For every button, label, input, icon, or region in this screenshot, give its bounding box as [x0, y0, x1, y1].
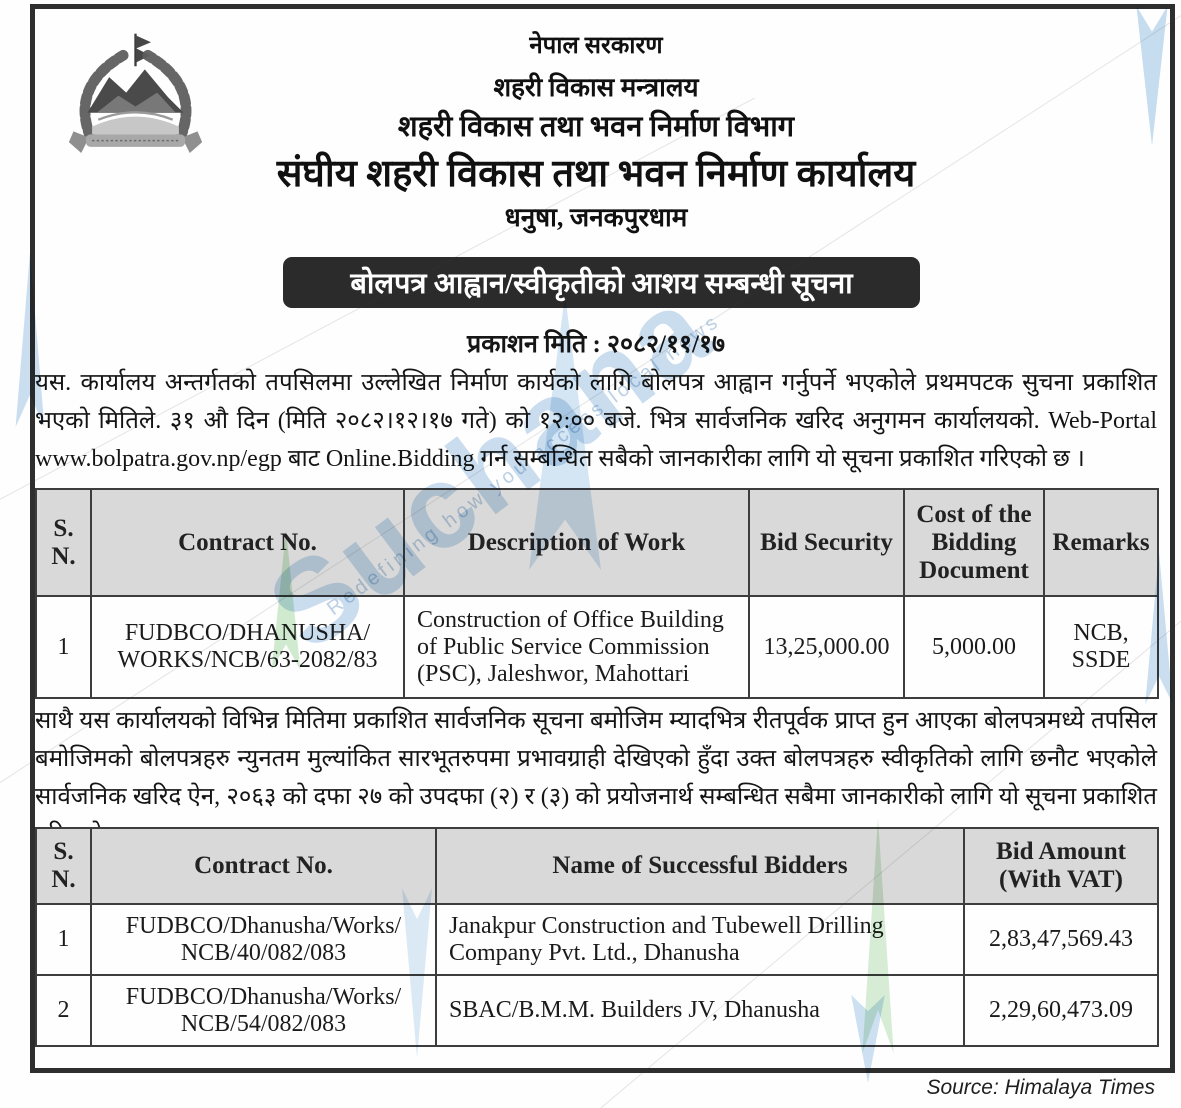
header-ministry: शहरी विकास मन्त्रालय: [493, 73, 699, 102]
col-sn: S. N.: [35, 488, 92, 597]
source-credit: Source: Himalaya Times: [926, 1076, 1155, 1099]
col-cost: Cost of the Bidding Document: [903, 488, 1045, 597]
cell-bid-security: 13,25,000.00: [748, 595, 905, 699]
cell-bid-amount: 2,83,47,569.43: [963, 903, 1159, 976]
notice-title: बोलपत्र आह्वान/स्वीकृतीको आशय सम्बन्धी स…: [350, 268, 853, 300]
col-bid-security: Bid Security: [748, 488, 905, 597]
document-border: [30, 4, 1175, 1073]
table-header-row: S. N. Contract No. Description of Work B…: [35, 488, 1159, 597]
cell-description: Construction of Office Building of Publi…: [403, 595, 750, 699]
successful-bidders-table: S. N. Contract No. Name of Successful Bi…: [35, 827, 1159, 1047]
notice-title-banner: बोलपत्र आह्वान/स्वीकृतीको आशय सम्बन्धी स…: [283, 257, 920, 308]
nepal-emblem-icon: [68, 33, 203, 154]
publication-date: प्रकाशन मिति : २०८२/११/१७: [467, 331, 725, 358]
cell-cost: 5,000.00: [903, 595, 1045, 699]
cell-bid-amount: 2,29,60,473.09: [963, 974, 1159, 1047]
cell-contract-no: FUDBCO/Dhanusha/Works/ NCB/40/082/083: [90, 903, 437, 976]
header-office: संघीय शहरी विकास तथा भवन निर्माण कार्याल…: [276, 153, 916, 195]
table-header-row: S. N. Contract No. Name of Successful Bi…: [35, 827, 1159, 905]
header-location: धनुषा, जनकपुरधाम: [504, 203, 688, 232]
cell-sn: 1: [35, 903, 92, 976]
cell-contract-no: FUDBCO/DHANUSHA/ WORKS/NCB/63-2082/83: [90, 595, 405, 699]
cell-sn: 2: [35, 974, 92, 1047]
col-bidder-name: Name of Successful Bidders: [435, 827, 965, 905]
header-government: नेपाल सरकारण: [529, 33, 663, 59]
col-bid-amount: Bid Amount (With VAT): [963, 827, 1159, 905]
header-department: शहरी विकास तथा भवन निर्माण विभाग: [397, 111, 795, 143]
bid-invitation-table: S. N. Contract No. Description of Work B…: [35, 488, 1159, 699]
cell-remarks: NCB, SSDE: [1043, 595, 1159, 699]
cell-contract-no: FUDBCO/Dhanusha/Works/ NCB/54/082/083: [90, 974, 437, 1047]
col-description: Description of Work: [403, 488, 750, 597]
notice-paragraph-2: साथै यस कार्यालयको विभिन्न मितिमा प्रकाश…: [35, 708, 1157, 848]
table-row: 2 FUDBCO/Dhanusha/Works/ NCB/54/082/083 …: [35, 974, 1159, 1047]
cell-bidder-name: Janakpur Construction and Tubewell Drill…: [435, 903, 965, 976]
table-row: 1 FUDBCO/Dhanusha/Works/ NCB/40/082/083 …: [35, 903, 1159, 976]
col-contract-no: Contract No.: [90, 827, 437, 905]
col-remarks: Remarks: [1043, 488, 1159, 597]
table-row: 1 FUDBCO/DHANUSHA/ WORKS/NCB/63-2082/83 …: [35, 595, 1159, 699]
col-contract-no: Contract No.: [90, 488, 405, 597]
cell-sn: 1: [35, 595, 92, 699]
cell-bidder-name: SBAC/B.M.M. Builders JV, Dhanusha: [435, 974, 965, 1047]
col-sn: S. N.: [35, 827, 92, 905]
notice-paragraph-1: यस. कार्यालय अन्तर्गतको तपसिलमा उल्लेखित…: [35, 370, 1157, 472]
